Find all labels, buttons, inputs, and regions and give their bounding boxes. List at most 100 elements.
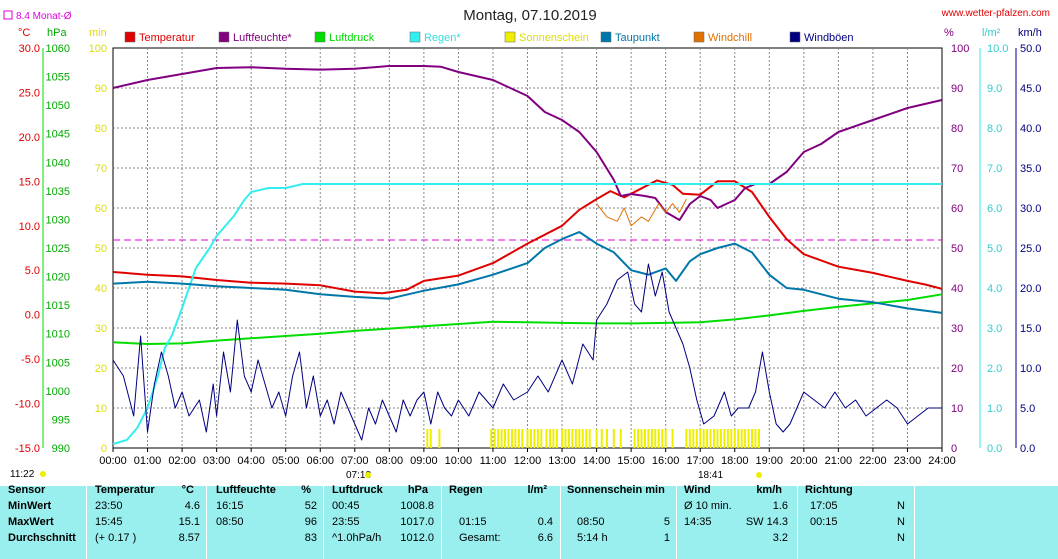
- x-tick-label: 01:00: [134, 455, 162, 467]
- sunshine-bar: [643, 429, 646, 448]
- stats-temp-title: Temperatur: [95, 484, 155, 496]
- rain-tick-label: 4.0: [987, 283, 1002, 295]
- series-taupunkt: [112, 231, 943, 314]
- stats-hum-unit: %: [301, 484, 311, 496]
- stats-dir-value: N: [897, 500, 905, 512]
- pct-tick-label: 50: [951, 243, 963, 255]
- wind-tick-label: 30.0: [1020, 203, 1041, 215]
- legend-label: Windchill: [708, 32, 752, 44]
- legend-label: Luftfeuchte*: [233, 32, 292, 44]
- legend-swatch: [409, 31, 421, 43]
- stats-dir-time: 17:05: [810, 500, 838, 512]
- sunshine-bar: [737, 429, 740, 448]
- press-tick-label: 1060: [46, 43, 70, 55]
- stats-press-value: 1008.8: [400, 500, 434, 512]
- sunshine-bar: [747, 429, 750, 448]
- legend-swatch: [693, 31, 705, 43]
- unit-min: min: [89, 27, 107, 39]
- stats-press-value: 1017.0: [400, 516, 434, 528]
- rain-tick-label: 3.0: [987, 323, 1002, 335]
- sunshine-bar: [561, 429, 564, 448]
- sunshine-bar: [664, 429, 667, 448]
- stats-sun-title: Sonnenschein min: [567, 484, 665, 496]
- stats-temp-time: 23:50: [95, 500, 123, 512]
- sunshine-bar: [585, 429, 588, 448]
- press-tick-label: 990: [52, 443, 70, 455]
- sunshine-bar: [540, 429, 543, 448]
- temp-tick-label: 0.0: [25, 310, 40, 322]
- sunshine-bar: [581, 429, 584, 448]
- press-tick-label: 1020: [46, 272, 70, 284]
- wind-tick-label: 45.0: [1020, 83, 1041, 95]
- stats-wind-value: 3.2: [772, 532, 788, 544]
- legend-swatch: [600, 31, 612, 43]
- sunrise-icon: [365, 472, 371, 478]
- temp-tick-label: 25.0: [19, 87, 40, 99]
- sun-min-tick-label: 100: [89, 43, 107, 55]
- sunshine-bar: [719, 429, 722, 448]
- sunshine-bar: [504, 429, 507, 448]
- stats-separator: [560, 486, 561, 559]
- series-luftfeuchte: [112, 65, 943, 221]
- sunshine-bar: [647, 429, 650, 448]
- x-tick-label: 08:00: [376, 455, 404, 467]
- x-tick-label: 10:00: [445, 455, 473, 467]
- x-tick-label: 20:00: [790, 455, 818, 467]
- legend-label: Sonnenschein: [519, 32, 589, 44]
- pct-tick-label: 60: [951, 203, 963, 215]
- legend-label: Luftdruck: [329, 32, 375, 44]
- sunshine-bar: [657, 429, 660, 448]
- sunshine-bar: [740, 429, 743, 448]
- sunshine-bar: [671, 429, 674, 448]
- sunshine-bar: [695, 429, 698, 448]
- legend-swatch: [789, 31, 801, 43]
- press-tick-label: 1030: [46, 214, 70, 226]
- stats-sensor-title: Sensor: [8, 484, 46, 496]
- stats-hum-time: 08:50: [216, 516, 244, 528]
- rain-tick-label: 10.0: [987, 43, 1008, 55]
- stats-press-title: Luftdruck: [332, 484, 383, 496]
- pct-tick-label: 0: [951, 443, 957, 455]
- site-url: www.wetter-pfalzen.com: [941, 8, 1050, 19]
- sunshine-bar: [757, 429, 760, 448]
- sunshine-bar: [567, 429, 570, 448]
- legend-swatch: [124, 31, 136, 43]
- pct-tick-label: 70: [951, 163, 963, 175]
- sun-min-tick-label: 30: [95, 323, 107, 335]
- chart-labels: °C hPa min% l/m² km/h Montag, 07.10.2019 www.w…: [3, 7, 1050, 481]
- wind-tick-label: 15.0: [1020, 323, 1041, 335]
- stats-dir-time: 00:15: [810, 516, 838, 528]
- temp-tick-label: -5.0: [21, 354, 40, 366]
- sunshine-bar: [633, 429, 636, 448]
- stats-table: Sensor MinWert MaxWert Durchschnitt Temperat…: [0, 484, 1058, 559]
- x-tick-label: 12:00: [514, 455, 542, 467]
- unit-pct: %: [944, 27, 954, 39]
- sunshine-bar: [661, 429, 664, 448]
- wind-tick-label: 0.0: [1020, 443, 1035, 455]
- sun-min-tick-label: 20: [95, 363, 107, 375]
- stats-temp-time: 15:45: [95, 516, 123, 528]
- sunshine-bar: [536, 429, 539, 448]
- temp-tick-label: -15.0: [15, 443, 40, 455]
- temp-tick-label: 5.0: [25, 265, 40, 277]
- sunshine-bar: [709, 429, 712, 448]
- legend-swatch: [218, 31, 230, 43]
- stats-hum-value: 52: [304, 500, 317, 512]
- series-windböen: [112, 263, 942, 441]
- unit-wind: km/h: [1018, 27, 1042, 39]
- sunshine-bar: [751, 429, 754, 448]
- x-tick-label: 13:00: [548, 455, 576, 467]
- rain-tick-label: 2.0: [987, 363, 1002, 375]
- sunshine-bar: [438, 429, 441, 448]
- sunshine-bar: [533, 429, 536, 448]
- legend-label: Temperatur: [139, 32, 195, 44]
- sun-min-tick-label: 10: [95, 403, 107, 415]
- day-length-icon: [40, 471, 46, 477]
- sunshine-bar: [571, 429, 574, 448]
- sunshine-bar: [612, 429, 615, 448]
- stats-rain-time: Gesamt:: [459, 532, 501, 544]
- unit-rain: l/m²: [982, 27, 1001, 39]
- temp-tick-label: 20.0: [19, 132, 40, 144]
- x-tick-label: 02:00: [168, 455, 196, 467]
- stats-separator: [797, 486, 798, 559]
